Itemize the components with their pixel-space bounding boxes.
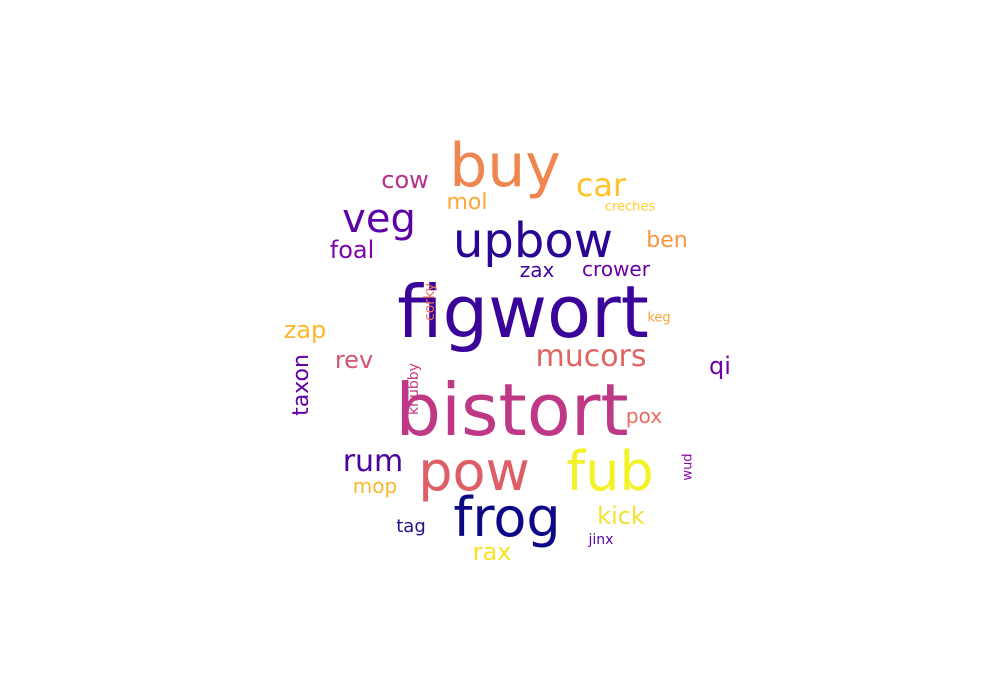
word-buy: buy <box>449 131 561 201</box>
word-corky: corky <box>422 283 438 321</box>
word-zax: zax <box>519 258 555 282</box>
word-rev: rev <box>334 346 374 374</box>
word-car: car <box>575 166 627 204</box>
word-crower: crower <box>582 257 650 281</box>
word-mol: mol <box>446 190 488 215</box>
word-rum: rum <box>342 444 404 479</box>
word-tag: tag <box>396 516 426 537</box>
word-pox: pox <box>625 404 663 428</box>
word-knubby: knubby <box>406 363 422 415</box>
word-foal: foal <box>329 236 375 264</box>
word-jinx: jinx <box>588 532 614 548</box>
word-rax: rax <box>472 538 512 566</box>
word-mop: mop <box>352 474 398 498</box>
word-upbow: upbow <box>453 213 613 269</box>
word-keg: keg <box>647 310 671 326</box>
word-veg: veg <box>342 196 416 242</box>
word-frog: frog <box>453 486 561 549</box>
word-mucors: mucors <box>535 339 647 374</box>
word-cow: cow <box>381 166 429 194</box>
word-pow: pow <box>418 440 530 503</box>
word-wud: wud <box>680 453 696 481</box>
word-fub: fub <box>566 440 654 503</box>
word-figwort: figwort <box>397 270 649 354</box>
word-ben: ben <box>646 228 688 253</box>
word-qi: qi <box>709 352 731 380</box>
word-kick: kick <box>597 502 645 530</box>
word-bistort: bistort <box>395 368 629 452</box>
word-creches: creches <box>604 199 656 215</box>
word-taxon: taxon <box>289 354 314 416</box>
word-zap: zap <box>283 316 327 344</box>
